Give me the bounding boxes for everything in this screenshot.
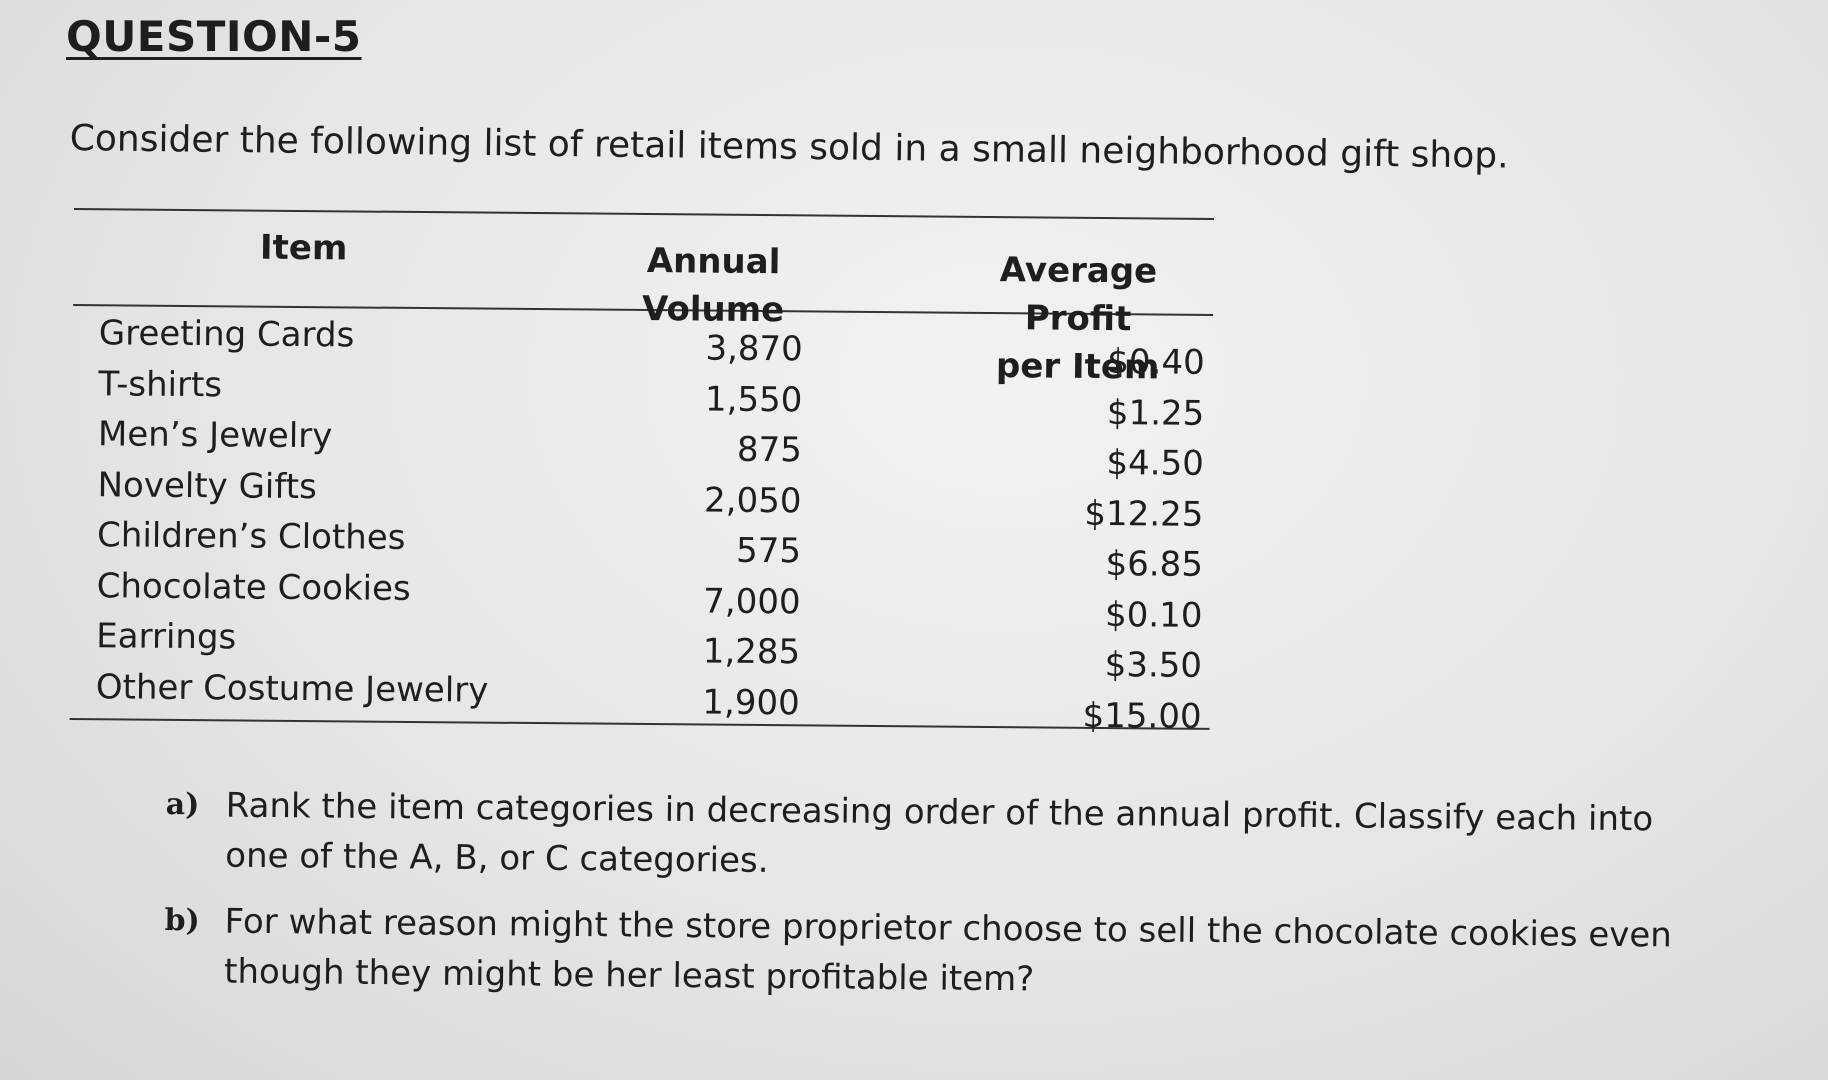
- intro-text: Consider the following list of retail it…: [69, 118, 1509, 177]
- sub-questions: a) Rank the item categories in decreasin…: [158, 780, 1720, 1027]
- header-volume-line1: Annual: [646, 241, 781, 283]
- question-a-letter: a): [165, 787, 200, 823]
- item-name: Chocolate Cookies: [96, 565, 411, 609]
- table-body: Greeting Cards 3,870 $0.40 T-shirts 1,55…: [70, 308, 1213, 737]
- table-row: Other Costume Jewelry 1,900 $15.00: [70, 661, 1210, 737]
- item-name: Men’s Jewelry: [97, 414, 333, 457]
- question-a-text: Rank the item categories in decreasing o…: [225, 785, 1654, 881]
- item-name: Novelty Gifts: [97, 464, 317, 507]
- item-name: Children’s Clothes: [96, 515, 406, 558]
- question-title: QUESTION-5: [66, 12, 362, 61]
- item-name: Other Costume Jewelry: [95, 666, 489, 711]
- item-volume: 1,900: [702, 682, 800, 723]
- item-name: T-shirts: [98, 363, 223, 405]
- items-table: Item Annual Volume Average Profit per It…: [69, 208, 1214, 758]
- item-name: Greeting Cards: [98, 313, 355, 356]
- item-name: Earrings: [96, 616, 237, 658]
- table-top-rule: [73, 208, 1214, 220]
- question-b-text: For what reason might the store propriet…: [223, 901, 1673, 1000]
- header-item: Item: [259, 227, 348, 269]
- question-b-letter: b): [164, 903, 200, 939]
- question-b: b) For what reason might the store propr…: [158, 896, 1719, 1011]
- item-profit: $15.00: [1082, 695, 1202, 737]
- question-a: a) Rank the item categories in decreasin…: [159, 780, 1720, 895]
